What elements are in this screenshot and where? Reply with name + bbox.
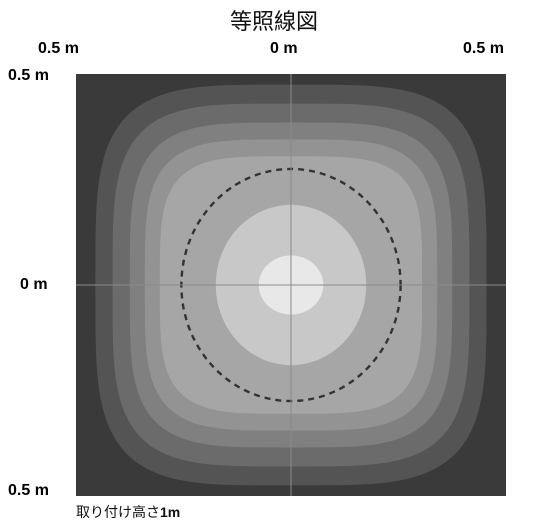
chart-title: 等照線図 [229,10,318,35]
y-tick-label-bottom: 0.5 m [8,482,49,499]
x-tick-label-left: 0.5 m [38,40,79,57]
y-tick-label-top: 0.5 m [8,67,49,84]
y-tick-label-center: 0 m [20,276,48,293]
mounting-height-value: 1m [160,504,181,520]
x-tick-label-right: 0.5 m [463,40,504,57]
x-tick-label-center: 0 m [270,40,298,57]
mounting-height-label: 取り付け高さ [76,505,160,521]
contour-plot [76,74,506,496]
mounting-height-note: 取り付け高さ1m [76,502,180,522]
